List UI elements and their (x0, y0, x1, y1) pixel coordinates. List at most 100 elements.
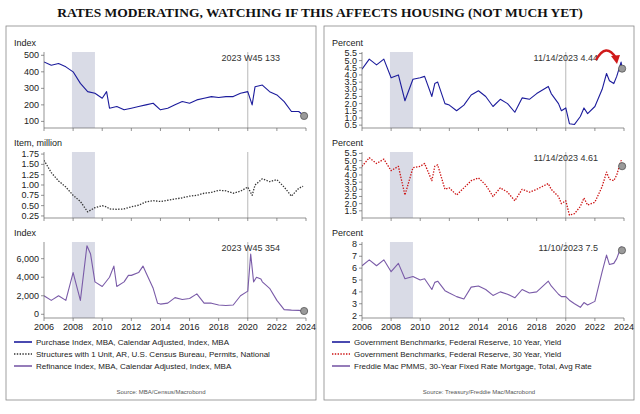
series-line (362, 247, 622, 308)
y-tick-label: 3 (352, 299, 357, 309)
shaded-range (72, 52, 95, 128)
subchart: Percent0.51.01.52.02.53.03.54.04.55.05.5… (332, 38, 626, 131)
y-tick-label: 400 (24, 67, 39, 77)
x-tick (624, 318, 625, 321)
y-axis-line (44, 242, 45, 318)
x-tick (218, 128, 219, 131)
x-tick-label: 2018 (527, 322, 547, 332)
y-tick (359, 210, 362, 211)
legend-label: Freddie Mac PMMS, 30-Year Fixed Rate Mor… (354, 362, 592, 371)
x-tick (594, 318, 595, 321)
x-tick-label: 2024 (614, 322, 634, 332)
end-marker (301, 112, 308, 119)
y-tick (41, 295, 44, 296)
y-tick-label: 6,000 (16, 254, 39, 264)
annotation: 11/10/2023 7.5 (539, 243, 598, 253)
x-tick (507, 318, 508, 321)
x-tick (131, 128, 132, 131)
x-tick (536, 128, 537, 131)
y-tick (41, 314, 44, 315)
y-tick (41, 185, 44, 186)
y-axis-title: Percent (332, 38, 364, 48)
x-tick (306, 218, 307, 221)
legend-swatch (14, 353, 32, 355)
series-line (44, 62, 304, 116)
y-axis-title: Item, million (14, 138, 62, 148)
series-line (362, 59, 622, 124)
x-tick (478, 218, 479, 221)
plot-area (362, 52, 622, 128)
legend-swatch (14, 365, 32, 367)
y-tick (359, 203, 362, 204)
x-tick-label: 2010 (92, 322, 112, 332)
y-tick-label: 0 (34, 309, 39, 319)
x-tick (536, 218, 537, 221)
y-tick-label: 1.75 (21, 149, 39, 159)
plot-area (44, 152, 303, 218)
x-tick (391, 218, 392, 221)
y-tick (359, 174, 362, 175)
x-axis-line (44, 128, 306, 129)
series-line (362, 158, 622, 215)
x-axis-line (44, 318, 306, 319)
y-tick-label: 5.5 (344, 48, 357, 58)
y-tick-label: 500 (24, 50, 39, 60)
subchart: Item, million0.250.500.751.001.251.501.7… (14, 138, 306, 221)
y-tick-label: 4,000 (16, 272, 39, 282)
x-tick (73, 128, 74, 131)
x-tick (391, 318, 392, 321)
x-tick (276, 318, 277, 321)
x-tick-label: 2006 (352, 322, 372, 332)
y-tick (41, 174, 44, 175)
x-tick-label: 2014 (150, 322, 170, 332)
y-tick-label: 0.25 (21, 211, 39, 221)
page-title: RATES MODERATING, WATCHING IF THIS AFFEC… (57, 5, 583, 20)
y-tick (359, 315, 362, 316)
y-tick (359, 189, 362, 190)
reference-line (247, 52, 248, 128)
chart-canvas: RATES MODERATING, WATCHING IF THIS AFFEC… (0, 0, 640, 414)
y-tick-label: 1.50 (21, 159, 39, 169)
x-tick (73, 318, 74, 321)
x-tick-label: 2024 (296, 322, 316, 332)
x-tick (449, 218, 450, 221)
y-tick-label: 8 (352, 239, 357, 249)
x-tick (131, 218, 132, 221)
x-tick-label: 2014 (468, 322, 488, 332)
y-tick-label: 6 (352, 263, 357, 273)
x-axis-line (362, 218, 624, 219)
x-tick-label: 2012 (121, 322, 141, 332)
x-tick (449, 318, 450, 321)
legend-label: Government Benchmarks, Federal Reserve, … (354, 338, 561, 347)
x-axis-line (362, 128, 624, 129)
subchart: Percent234567820062008201020122014201620… (332, 228, 634, 332)
annotation: 2023 W45 354 (221, 243, 280, 253)
end-marker (618, 247, 625, 254)
x-tick-label: 2016 (180, 322, 200, 332)
y-tick (359, 89, 362, 90)
x-tick (565, 318, 566, 321)
source-note: Source: MBA/Census/Macrobond (116, 389, 205, 395)
x-tick (73, 218, 74, 221)
y-tick-label: 0.50 (21, 201, 39, 211)
y-tick-label: 1.00 (21, 180, 39, 190)
x-tick (131, 318, 132, 321)
x-tick (362, 318, 363, 321)
panel-frame (6, 26, 316, 400)
legend-label: Purchase Index, MBA, Calendar Adjusted, … (36, 338, 230, 347)
y-tick (359, 110, 362, 111)
plot-area (44, 52, 304, 128)
y-tick-label: 5.5 (344, 148, 357, 158)
annotation: 2023 W45 133 (221, 53, 280, 63)
x-axis-line (362, 318, 624, 319)
legend-label: Refinance Index, MBA, Calendar Adjusted,… (36, 362, 232, 371)
x-tick (247, 318, 248, 321)
y-tick (41, 55, 44, 56)
y-tick-label: 200 (24, 100, 39, 110)
x-tick (420, 318, 421, 321)
x-tick (102, 128, 103, 131)
series-line (44, 246, 304, 311)
y-tick-label: 0.75 (21, 190, 39, 200)
subchart: Percent1.52.02.53.03.54.04.55.05.511/14/… (332, 138, 626, 221)
x-tick (44, 128, 45, 131)
